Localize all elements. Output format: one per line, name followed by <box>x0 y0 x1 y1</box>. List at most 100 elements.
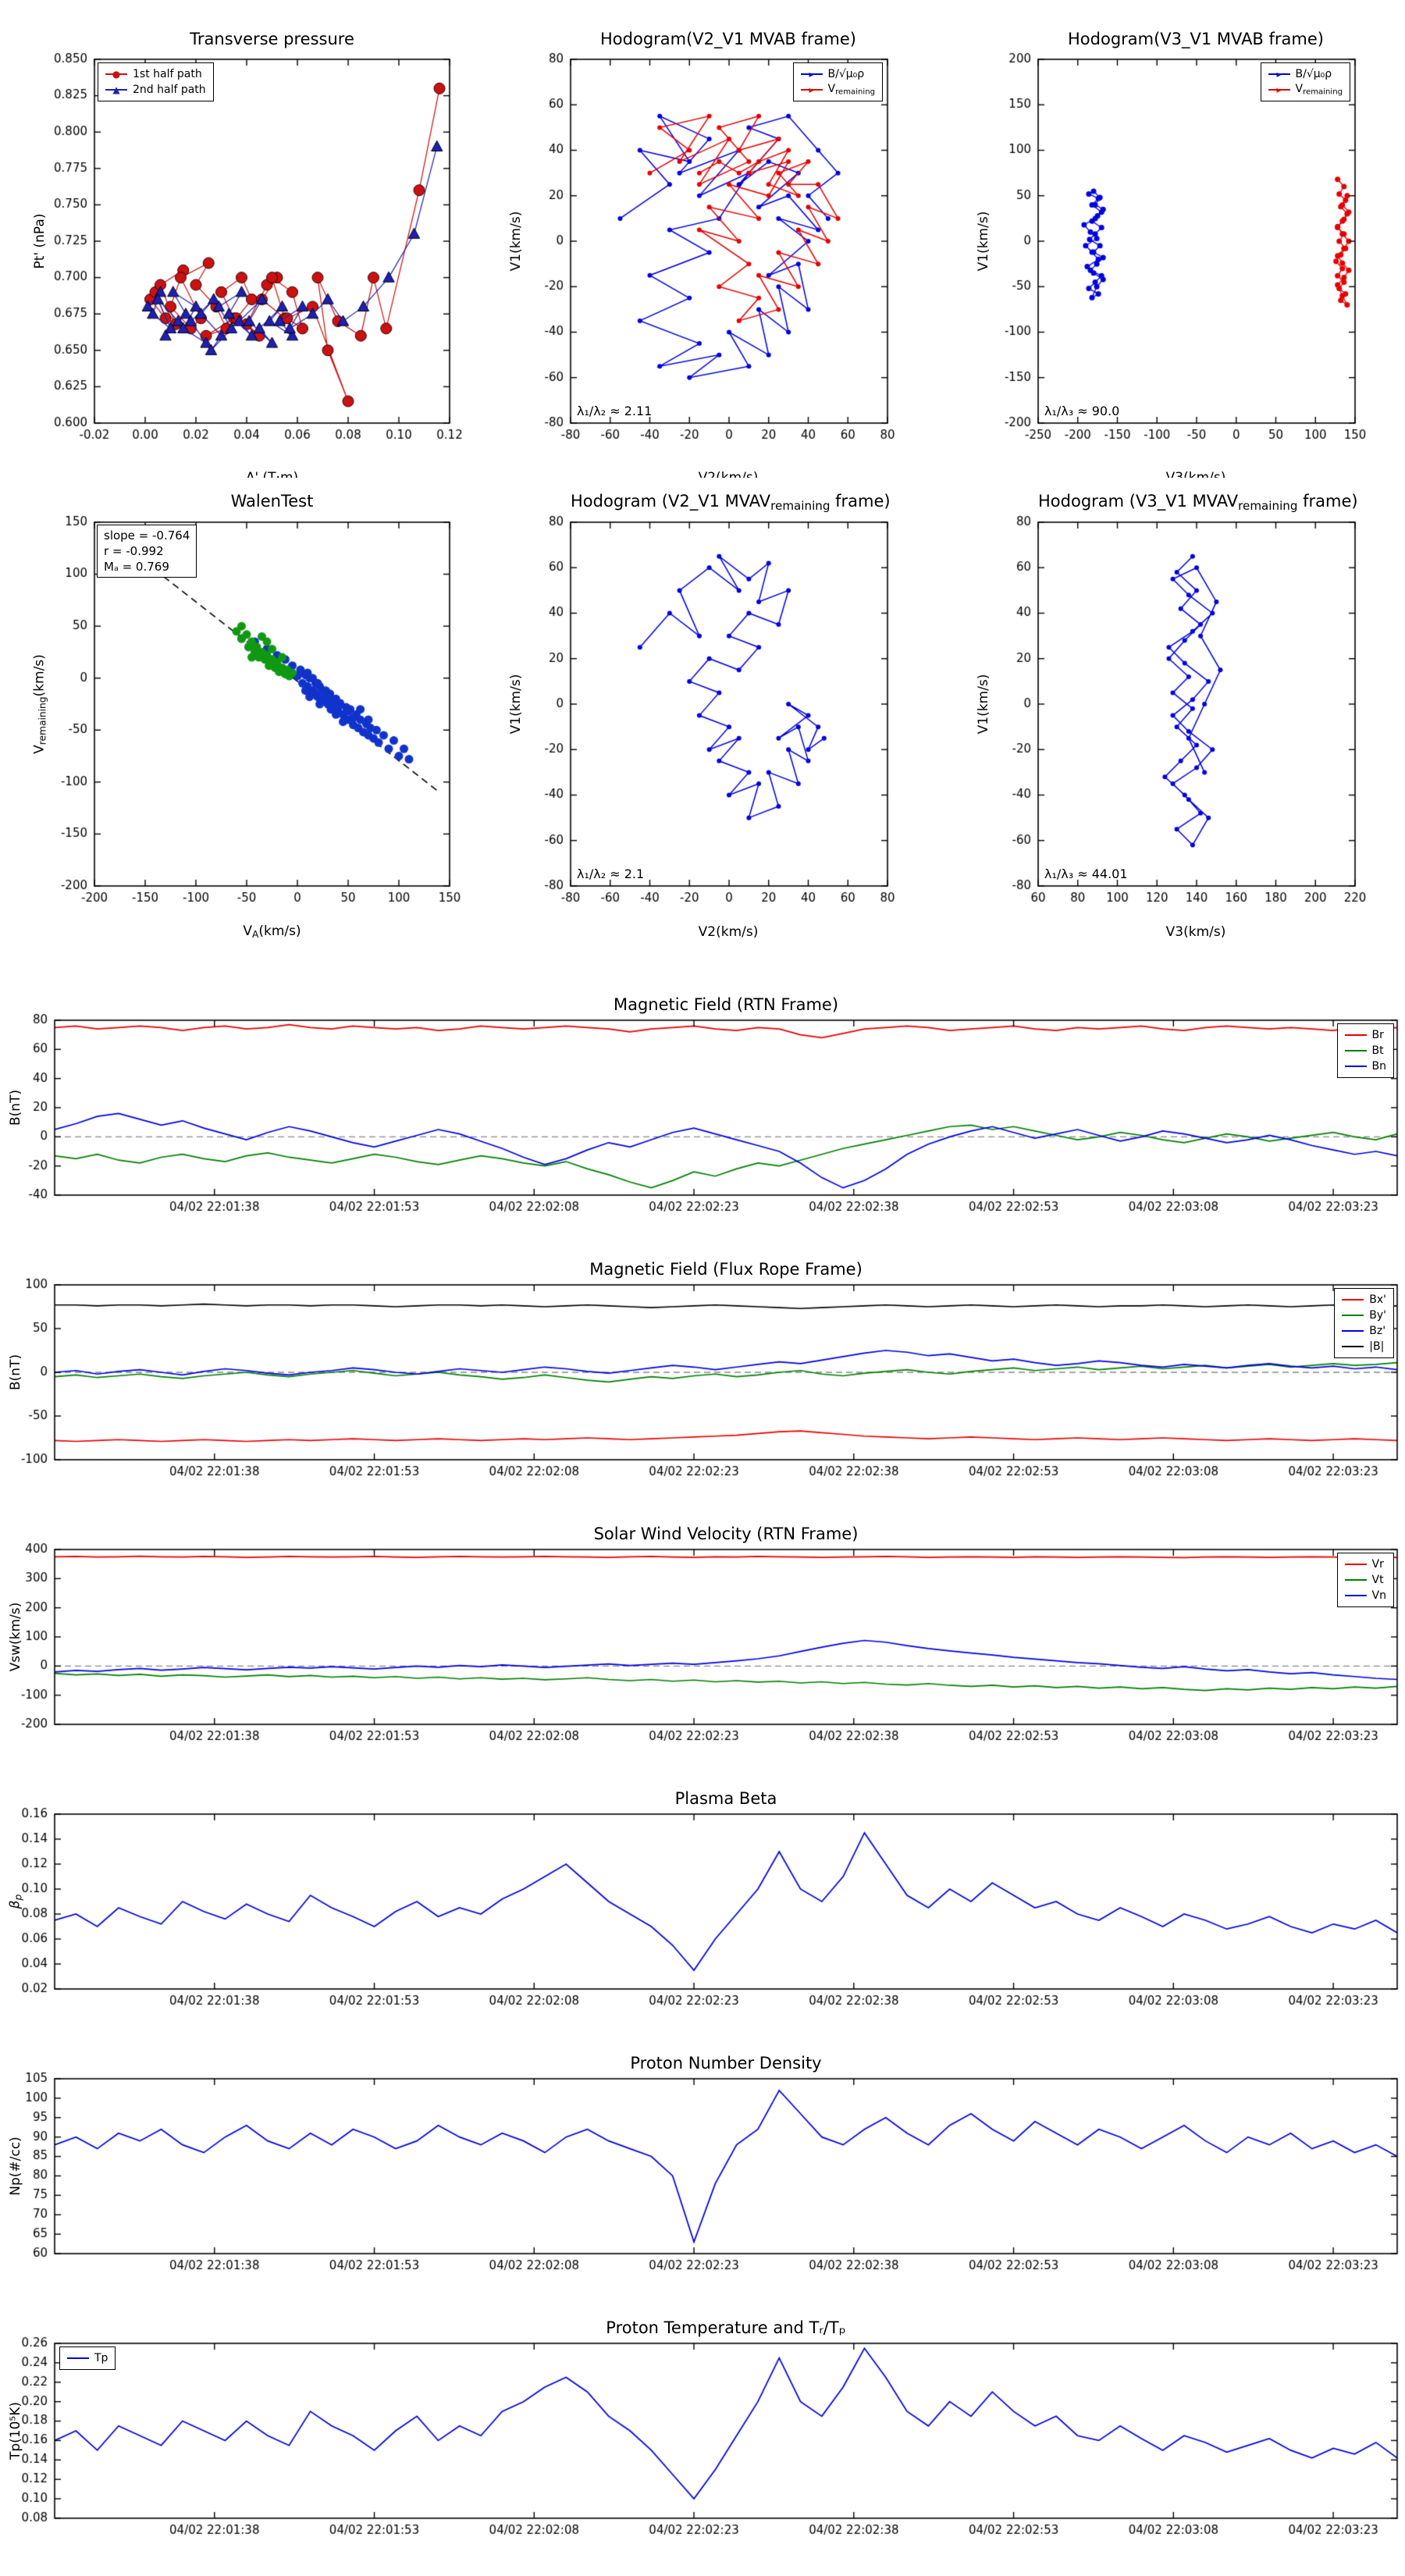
legend: Bx' By' Bz' |B| <box>1334 1288 1394 1358</box>
slope-value: slope = -0.764 <box>104 528 190 543</box>
fit-statistics-box: slope = -0.764 r = -0.992 Mₐ = 0.769 <box>97 525 197 578</box>
plot-title: Hodogram (V2_V1 MVAVremaining frame) <box>571 492 891 513</box>
y-axis-label: Vremaining(km/s) <box>31 654 48 754</box>
y-axis-label: B(nT) <box>8 1089 23 1126</box>
plot-title: Magnetic Field (RTN Frame) <box>613 995 839 1014</box>
line-marker-icon <box>1342 1294 1364 1305</box>
legend-label: Bt <box>1371 1044 1384 1057</box>
y-axis-label: Vsw(km/s) <box>8 1602 23 1672</box>
line-marker-icon <box>67 2353 89 2364</box>
plot-title: Hodogram (V3_V1 MVAVremaining frame) <box>1038 492 1358 513</box>
legend-label: Vremaining <box>827 83 875 97</box>
x-axis-label: V2(km/s) <box>698 924 759 940</box>
legend: Br Bt Bn <box>1336 1023 1394 1078</box>
line-marker-icon <box>1344 1030 1367 1041</box>
proton-temperature-canvas <box>0 2316 1405 2550</box>
legend-label: 1st half path <box>133 68 202 80</box>
legend-entry: Vr <box>1344 1557 1386 1572</box>
legend-label: Bn <box>1371 1060 1386 1073</box>
eigenvalue-annotation: λ₁/λ₃ ≈ 44.01 <box>1044 866 1128 881</box>
plot-transverse-pressure: Transverse pressure Pt' (nPa) A' (T·m) ●… <box>16 16 465 492</box>
legend-label: Vremaining <box>1295 83 1343 97</box>
legend-entry: ▸ Vremaining <box>1268 82 1343 98</box>
line-arrow-marker-icon: ▸ <box>800 69 823 80</box>
legend-entry: Bn <box>1344 1059 1386 1074</box>
hodogram-v3v1-mvav-canvas <box>960 478 1369 946</box>
legend-label: Vr <box>1371 1558 1384 1571</box>
plot-magnetic-field-flux-rope: Magnetic Field (Flux Rope Frame) B(nT) B… <box>0 1258 1405 1492</box>
legend-entry: ▸ B/√μ₀ρ <box>800 66 875 82</box>
y-axis-label: V1(km/s) <box>976 674 991 735</box>
legend-entry: ▸ Vremaining <box>800 82 875 98</box>
legend: ▸ B/√μ₀ρ ▸ Vremaining <box>792 62 883 101</box>
line-marker-icon <box>1344 1590 1367 1601</box>
legend: Tp <box>59 2347 116 2370</box>
y-axis-label: V1(km/s) <box>508 211 524 272</box>
plot-title: Solar Wind Velocity (RTN Frame) <box>593 1525 859 1543</box>
y-axis-label: Np(#/cc) <box>8 2137 23 2196</box>
legend-entry: Br <box>1344 1027 1386 1043</box>
legend-label: Vn <box>1371 1589 1386 1602</box>
legend-entry: |B| <box>1342 1339 1386 1354</box>
circle-marker-icon: ● <box>105 69 127 80</box>
y-axis-label: Tp(10⁵K) <box>8 2401 23 2460</box>
plot-plasma-beta: Plasma Beta βp <box>0 1787 1405 2021</box>
correlation-value: r = -0.992 <box>104 544 164 558</box>
legend-label: Bx' <box>1369 1293 1386 1306</box>
plot-title: Transverse pressure <box>190 30 354 48</box>
transverse-pressure-canvas <box>16 16 465 492</box>
plot-hodogram-v2v1-mvav: Hodogram (V2_V1 MVAVremaining frame) V1(… <box>493 478 902 946</box>
y-axis-label: B(nT) <box>8 1354 23 1391</box>
y-axis-label: Pt' (nPa) <box>32 213 48 269</box>
line-arrow-marker-icon: ▸ <box>1268 69 1290 80</box>
plot-proton-density: Proton Number Density Np(#/cc) <box>0 2051 1405 2286</box>
solar-wind-velocity-canvas <box>0 1522 1405 1756</box>
alfven-mach-value: Mₐ = 0.769 <box>104 560 169 574</box>
legend: ● 1st half path ▲ 2nd half path <box>98 62 214 101</box>
plot-hodogram-v3v1-mvav: Hodogram (V3_V1 MVAVremaining frame) V1(… <box>960 478 1369 946</box>
magnetic-field-flux-rope-canvas <box>0 1258 1405 1492</box>
line-marker-icon <box>1342 1325 1364 1336</box>
legend-label: |B| <box>1369 1340 1385 1353</box>
legend-label: Vt <box>1371 1574 1384 1586</box>
plot-title: Proton Number Density <box>630 2054 822 2073</box>
legend-entry: ▲ 2nd half path <box>105 82 206 98</box>
eigenvalue-annotation: λ₁/λ₂ ≈ 2.11 <box>577 404 653 418</box>
magnetic-field-rtn-canvas <box>0 993 1405 1227</box>
legend-label: Tp <box>94 2352 108 2364</box>
legend: Vr Vt Vn <box>1336 1553 1394 1607</box>
plot-solar-wind-velocity: Solar Wind Velocity (RTN Frame) Vsw(km/s… <box>0 1522 1405 1756</box>
legend-entry: By' <box>1342 1308 1386 1323</box>
plot-proton-temperature: Proton Temperature and Tᵣ/Tₚ Tp(10⁵K) Tp <box>0 2316 1405 2550</box>
plot-title: Hodogram(V2_V1 MVAB frame) <box>600 30 856 48</box>
proton-density-canvas <box>0 2051 1405 2286</box>
y-axis-label: V1(km/s) <box>508 674 524 735</box>
legend-entry: Tp <box>67 2350 108 2366</box>
legend-label: Br <box>1371 1029 1384 1041</box>
legend-label: B/√μ₀ρ <box>1295 68 1332 80</box>
line-marker-icon <box>1344 1559 1367 1570</box>
legend-entry: Vn <box>1344 1588 1386 1603</box>
line-arrow-marker-icon: ▸ <box>1268 84 1290 95</box>
plot-hodogram-v3v1-mvab: Hodogram(V3_V1 MVAB frame) V1(km/s) V3(k… <box>960 16 1369 492</box>
legend-label: B/√μ₀ρ <box>827 68 865 80</box>
legend-entry: Bx' <box>1342 1292 1386 1308</box>
legend-label: 2nd half path <box>133 84 206 96</box>
line-arrow-marker-icon: ▸ <box>800 84 823 95</box>
plot-walen-test: WalenTest Vremaining(km/s) VA(km/s) slop… <box>16 478 465 946</box>
y-axis-label: βp <box>7 1894 24 1909</box>
plot-title: WalenTest <box>230 492 314 511</box>
legend: ▸ B/√μ₀ρ ▸ Vremaining <box>1260 62 1350 101</box>
legend-entry: Bz' <box>1342 1323 1386 1339</box>
legend-label: By' <box>1369 1309 1386 1322</box>
plot-magnetic-field-rtn: Magnetic Field (RTN Frame) B(nT) Br Bt B… <box>0 993 1405 1227</box>
eigenvalue-annotation: λ₁/λ₃ ≈ 90.0 <box>1044 404 1120 418</box>
legend-entry: ● 1st half path <box>105 66 206 82</box>
hodogram-v2v1-mvav-canvas <box>493 478 902 946</box>
legend-entry: ▸ B/√μ₀ρ <box>1268 66 1343 82</box>
line-marker-icon <box>1342 1310 1364 1321</box>
plasma-beta-canvas <box>0 1787 1405 2021</box>
triangle-marker-icon: ▲ <box>105 84 127 95</box>
x-axis-label: V3(km/s) <box>1165 924 1226 940</box>
plot-title: Hodogram(V3_V1 MVAB frame) <box>1068 30 1324 48</box>
